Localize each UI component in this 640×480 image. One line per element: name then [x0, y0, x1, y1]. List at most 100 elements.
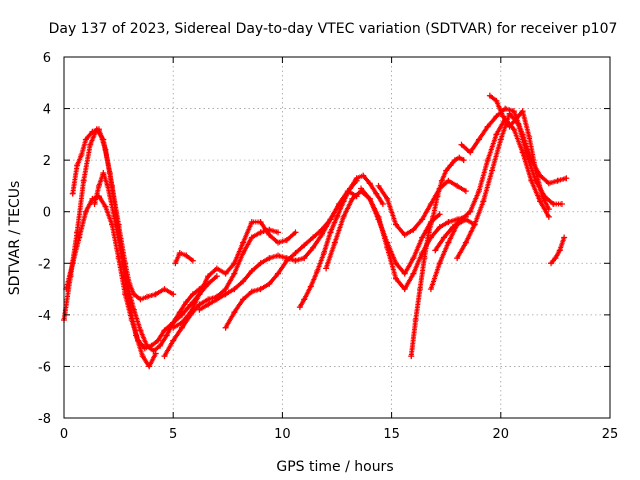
x-tick-label: 0 — [60, 427, 68, 442]
data-point — [240, 296, 247, 303]
data-point — [128, 317, 135, 324]
series-group — [61, 92, 570, 370]
series-trace — [93, 172, 207, 352]
data-point — [205, 273, 212, 280]
data-point — [379, 200, 386, 207]
data-point — [292, 249, 299, 256]
data-point — [161, 353, 168, 360]
y-axis-label: SDTVAR / TECUs — [7, 181, 23, 296]
data-point — [401, 270, 408, 277]
data-point — [89, 128, 96, 135]
data-point — [189, 291, 196, 298]
y-tick-label: -6 — [38, 360, 51, 375]
data-point — [556, 247, 563, 254]
data-point — [510, 108, 517, 115]
series-arc-10 — [296, 172, 386, 311]
data-point — [314, 268, 321, 275]
data-point — [172, 260, 179, 267]
y-tick-label: -4 — [38, 309, 51, 324]
data-point — [436, 211, 443, 218]
data-point — [563, 175, 570, 182]
data-point — [323, 265, 330, 272]
data-point — [275, 252, 282, 259]
data-point — [283, 237, 290, 244]
data-point — [445, 177, 452, 184]
data-point — [489, 167, 496, 174]
data-point — [82, 208, 89, 215]
data-point — [327, 229, 334, 236]
series-arc-20 — [548, 234, 568, 267]
data-point — [410, 226, 417, 233]
data-point — [318, 231, 325, 238]
plot-frame — [63, 56, 611, 419]
data-point — [384, 244, 391, 251]
data-point — [366, 195, 373, 202]
data-point — [545, 180, 552, 187]
data-point — [331, 239, 338, 246]
data-point — [462, 188, 469, 195]
data-point — [205, 296, 212, 303]
data-point — [493, 131, 500, 138]
data-point — [283, 255, 290, 262]
data-point — [438, 177, 445, 184]
data-point — [301, 296, 308, 303]
data-point — [561, 234, 568, 241]
data-point — [80, 177, 87, 184]
data-point — [410, 270, 417, 277]
data-point — [419, 234, 426, 241]
data-point — [340, 213, 347, 220]
data-point — [552, 255, 559, 262]
data-point — [222, 291, 229, 298]
data-point — [353, 175, 360, 182]
series-trace — [174, 252, 194, 264]
data-point — [502, 105, 509, 112]
data-point — [183, 298, 190, 305]
y-tick-label: 4 — [43, 103, 51, 118]
y-tick-label: 2 — [43, 154, 51, 169]
data-point — [170, 324, 177, 331]
data-point — [427, 286, 434, 293]
data-point — [454, 182, 461, 189]
series-arc-19 — [486, 92, 552, 213]
data-point — [358, 185, 365, 192]
data-point — [196, 306, 203, 313]
series-trace — [456, 112, 562, 259]
data-point — [176, 249, 183, 256]
data-point — [111, 213, 118, 220]
data-point — [458, 216, 465, 223]
data-point — [425, 229, 432, 236]
data-point — [486, 92, 493, 99]
data-point — [292, 257, 299, 264]
data-point — [510, 126, 517, 133]
data-point — [240, 278, 247, 285]
marker-cloud — [454, 111, 565, 261]
data-point — [484, 123, 491, 130]
data-point — [102, 146, 109, 153]
data-point — [366, 180, 373, 187]
data-point — [475, 136, 482, 143]
data-point — [139, 353, 146, 360]
series-arc-5 — [172, 249, 196, 267]
data-point — [340, 198, 347, 205]
data-point — [524, 151, 531, 158]
data-point — [441, 234, 448, 241]
data-point — [257, 229, 264, 236]
data-point — [449, 224, 456, 231]
series-trace — [163, 228, 279, 357]
data-point — [135, 337, 142, 344]
data-point — [410, 255, 417, 262]
data-point — [467, 208, 474, 215]
data-point — [170, 291, 177, 298]
data-point — [436, 224, 443, 231]
data-point — [360, 172, 367, 179]
data-point — [183, 252, 190, 259]
data-point — [95, 126, 102, 133]
data-point — [231, 270, 238, 277]
axis-ticks — [63, 56, 611, 419]
data-point — [257, 286, 264, 293]
data-point — [493, 97, 500, 104]
data-point — [292, 229, 299, 236]
data-point — [163, 332, 170, 339]
data-point — [436, 260, 443, 267]
data-point — [467, 149, 474, 156]
